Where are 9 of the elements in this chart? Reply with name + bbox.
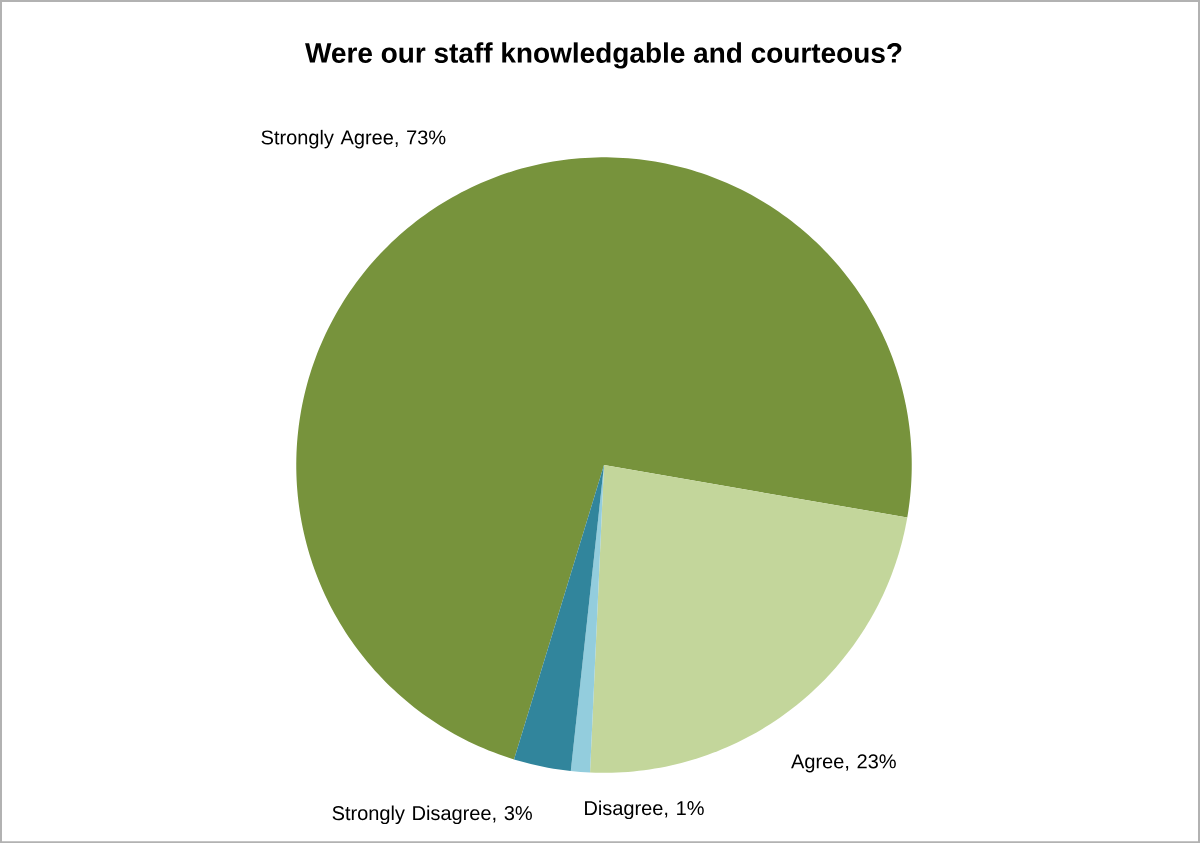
slice-label: Disagree: [585, 800, 663, 819]
chart-title: Were our staff knowledgable and courteous?: [305, 42, 902, 69]
slice-label: Strongly Agree: [261, 129, 393, 149]
data-label: , 23%: [846, 754, 896, 771]
data-label: , 1%: [665, 800, 704, 818]
data-label: , 3%: [493, 805, 532, 823]
slice-label: Agree: [791, 754, 844, 773]
slice-label: Strongly Disagree: [332, 805, 491, 824]
data-label: , 73%: [395, 130, 446, 147]
